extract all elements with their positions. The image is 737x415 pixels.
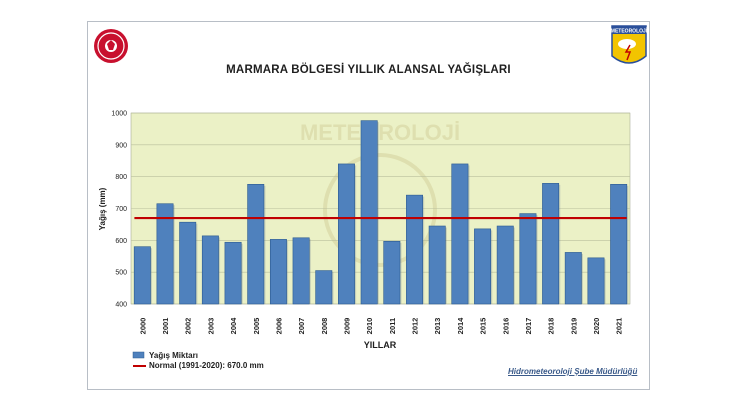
- bar-2021: [610, 184, 628, 305]
- x-tick-label: 2021: [615, 318, 624, 335]
- bar-2003: [201, 235, 219, 305]
- meteoroloji-watermark: METEOROLOJİ: [300, 120, 460, 267]
- bar-2008: [315, 270, 333, 305]
- x-tick-label: 2008: [320, 318, 329, 335]
- bar-2005: [247, 184, 265, 305]
- x-tick-label: 2014: [456, 317, 465, 335]
- x-tick-label: 2003: [206, 318, 215, 335]
- x-tick-label: 2017: [524, 318, 533, 335]
- y-tick-label: 900: [115, 142, 127, 149]
- bar-2018: [542, 183, 560, 305]
- bar-2001: [156, 203, 174, 305]
- legend-series-label: Yağış Miktarı: [149, 351, 198, 360]
- x-tick-label: 2015: [479, 318, 488, 335]
- bar-2016: [496, 225, 514, 305]
- x-tick-label: 2013: [433, 318, 442, 335]
- x-tick-label: 2007: [297, 318, 306, 335]
- meteoroloji-badge-logo: METEOROLOJİ: [611, 25, 648, 64]
- y-tick-label: 700: [115, 206, 127, 213]
- bar-2002: [179, 221, 197, 305]
- y-tick-label: 500: [115, 270, 127, 277]
- bar-2020: [587, 257, 605, 305]
- y-tick-label: 600: [115, 238, 127, 245]
- x-tick-label: 2020: [592, 318, 601, 335]
- ministry-emblem-logo: [94, 29, 128, 63]
- bar-2012: [406, 194, 423, 305]
- x-tick-label: 2005: [252, 318, 261, 335]
- bar-2017: [519, 213, 537, 305]
- bar-2000: [133, 246, 151, 305]
- x-tick-label: 2001: [161, 318, 170, 335]
- y-tick-label: 800: [115, 174, 127, 181]
- chart-title: MARMARA BÖLGESİ YILLIK ALANSAL YAĞIŞLARI: [226, 64, 511, 76]
- x-axis-title: YILLAR: [364, 340, 397, 350]
- x-tick-label: 2016: [501, 318, 510, 335]
- x-tick-label: 2011: [388, 318, 397, 334]
- credit-text: Hidrometeoroloji Şube Müdürlüğü: [508, 367, 638, 376]
- x-tick-label: 2002: [184, 318, 193, 335]
- y-tick-label: 400: [115, 302, 127, 309]
- svg-text:METEOROLOJİ: METEOROLOJİ: [300, 120, 460, 145]
- x-tick-label: 2018: [547, 318, 556, 335]
- bar-2011: [383, 240, 401, 305]
- y-tick-label: 1000: [111, 111, 127, 118]
- bar-2009: [338, 163, 355, 305]
- bar-2019: [564, 252, 582, 305]
- badge-text: METEOROLOJİ: [611, 28, 648, 35]
- x-tick-label: 2019: [569, 318, 578, 335]
- x-tick-label: 2000: [138, 318, 147, 335]
- bar-2015: [474, 228, 492, 305]
- bar-2010: [360, 120, 378, 305]
- x-tick-label: 2006: [274, 318, 283, 335]
- x-tick-label: 2010: [365, 318, 374, 335]
- legend-normal-label: Normal (1991-2020): 670.0 mm: [149, 361, 264, 370]
- bar-2006: [269, 239, 287, 305]
- bar-2014: [451, 163, 469, 305]
- x-tick-label: 2009: [342, 318, 351, 335]
- bar-2007: [292, 237, 310, 305]
- y-axis-title: Yağış (mm): [98, 187, 107, 230]
- x-tick-label: 2004: [229, 317, 238, 335]
- x-tick-label: 2012: [411, 318, 420, 335]
- bar-2013: [428, 225, 446, 305]
- bar-2004: [224, 241, 242, 305]
- legend-bar-swatch: [132, 351, 145, 359]
